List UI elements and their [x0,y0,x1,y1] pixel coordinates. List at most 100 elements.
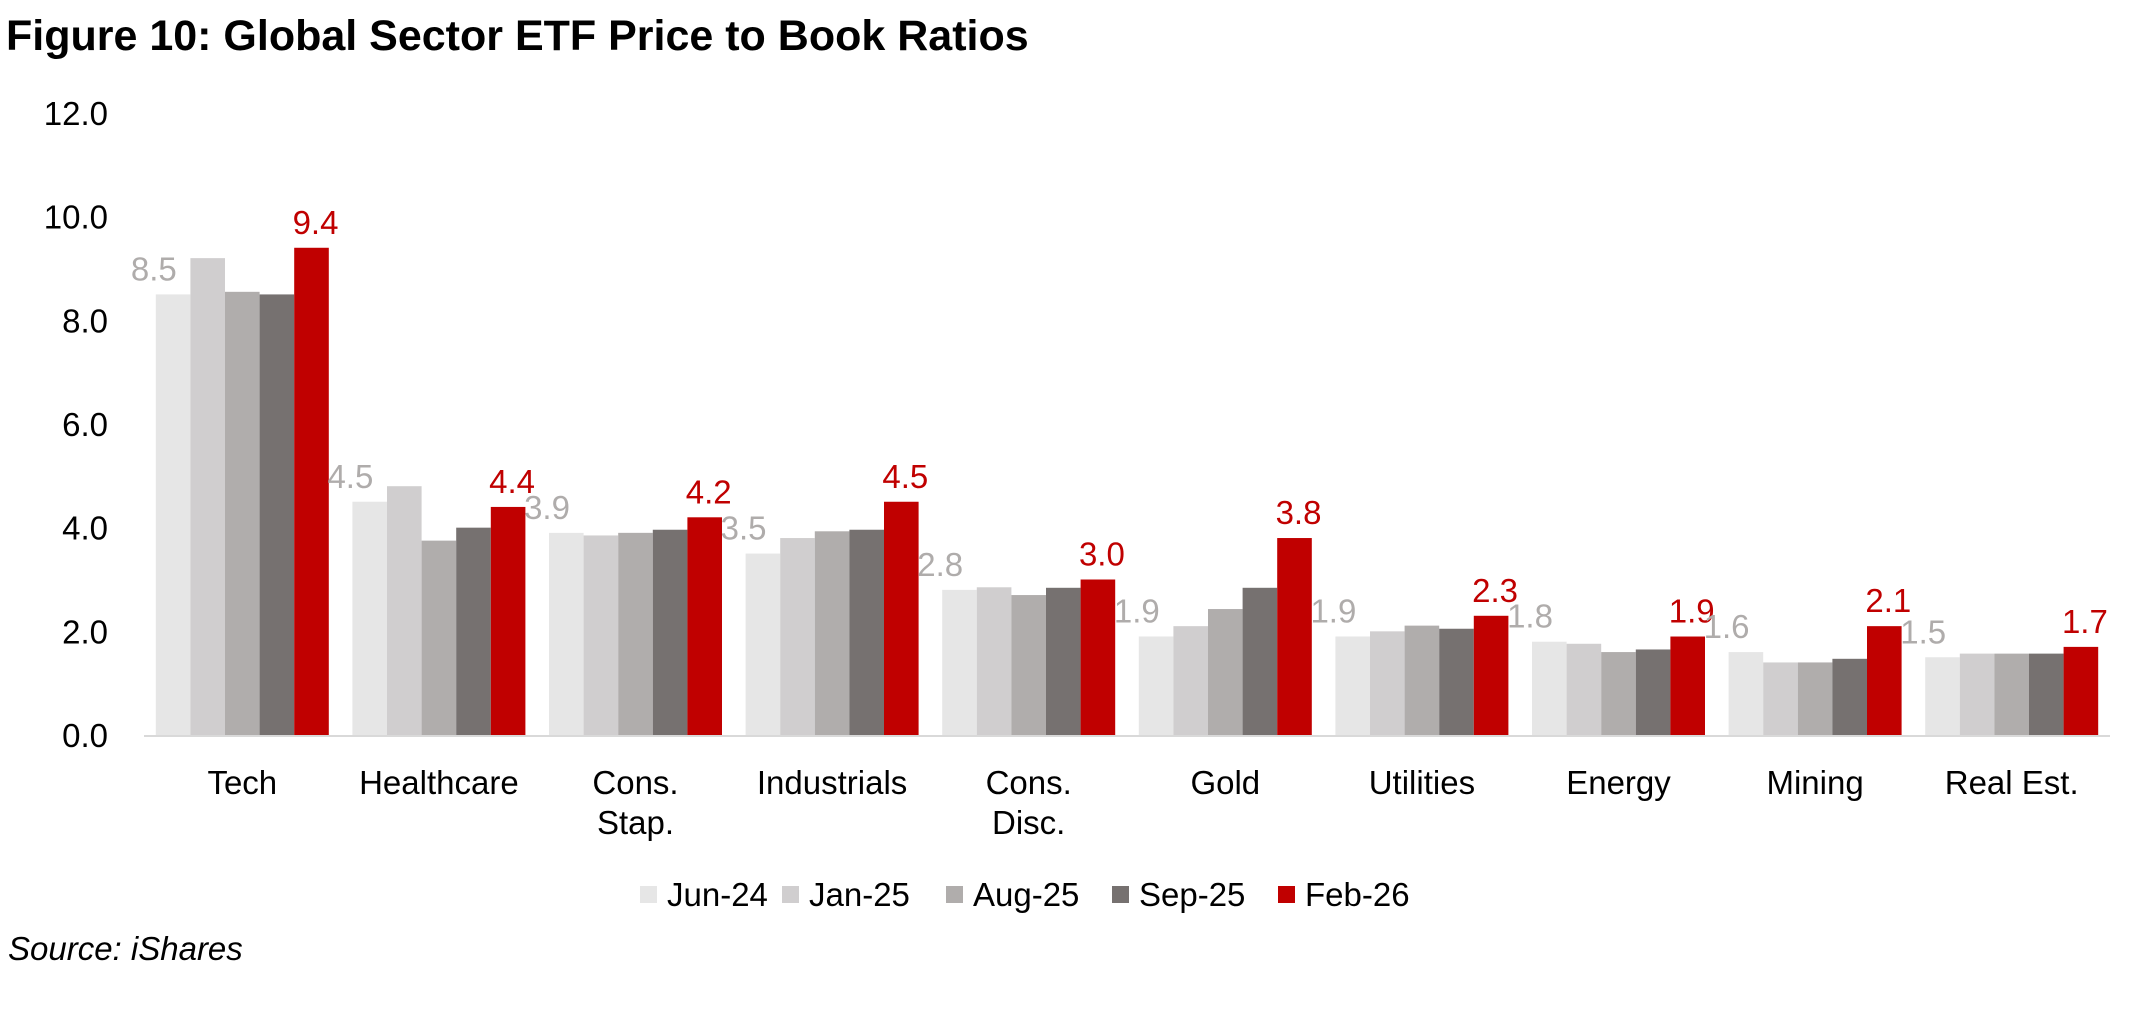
category-label: Cons. [986,764,1072,801]
data-label: 4.2 [686,473,732,510]
data-label: 8.5 [131,250,177,287]
bar-jun-24 [745,553,781,735]
legend-swatch-aug-25 [946,886,963,903]
category-label: Healthcare [359,764,519,801]
category-label: Utilities [1369,764,1475,801]
bar-aug-25 [1994,653,2029,735]
data-label: 1.5 [1900,613,1946,650]
bar-aug-25 [225,291,260,735]
y-tick-label: 12.0 [44,95,108,132]
bar-feb-26 [687,517,722,735]
data-label: 2.8 [917,546,963,583]
bar-feb-26 [294,247,329,735]
legend-label: Jan-25 [809,876,910,913]
y-tick-label: 6.0 [62,406,108,443]
bar-sep-25 [1635,649,1671,735]
category-label: Industrials [757,764,907,801]
bar-jun-24 [1335,636,1370,735]
data-label: 2.1 [1865,582,1911,619]
legend-swatch-jan-25 [782,886,799,903]
data-label: 3.5 [721,510,767,547]
bar-jan-25 [1370,631,1405,735]
bar-jun-24 [1532,641,1567,735]
bar-aug-25 [1601,652,1636,735]
bar-aug-25 [1011,595,1046,735]
category-label: Energy [1566,764,1671,801]
data-label: 1.7 [2062,603,2108,640]
bar-jun-24 [1728,652,1764,735]
bar-jun-24 [549,532,584,735]
data-label: 1.9 [1310,593,1356,630]
data-label: 1.9 [1669,593,1715,630]
bar-aug-25 [814,531,850,735]
legend-label: Jun-24 [667,876,768,913]
y-tick-label: 10.0 [44,199,108,236]
bar-jan-25 [1173,626,1208,735]
bar-sep-25 [1439,628,1474,735]
bar-feb-26 [490,506,526,735]
bar-jan-25 [387,486,422,735]
y-tick-label: 0.0 [62,717,108,754]
data-label: 4.4 [489,463,535,500]
category-label: Tech [207,764,277,801]
legend-label: Feb-26 [1305,876,1410,913]
bar-aug-25 [1208,609,1243,735]
data-label: 1.8 [1507,598,1553,635]
bar-sep-25 [259,294,295,735]
category-label: Disc. [992,804,1065,841]
legend-swatch-jun-24 [640,886,657,903]
bar-jun-24 [1138,636,1174,735]
bar-jan-25 [976,587,1012,735]
data-label: 1.9 [1114,593,1160,630]
bar-sep-25 [1832,658,1867,735]
data-label: 4.5 [327,458,373,495]
bar-aug-25 [421,540,457,735]
category-label: Mining [1766,764,1863,801]
bar-feb-26 [1670,636,1705,735]
data-label: 3.8 [1276,494,1322,531]
bar-jan-25 [583,535,619,735]
bar-feb-26 [1867,626,1902,735]
bar-jun-24 [155,294,191,735]
bar-jan-25 [1763,662,1798,735]
bar-sep-25 [2029,653,2064,735]
bar-feb-26 [884,501,919,735]
bar-feb-26 [2063,646,2099,735]
bar-aug-25 [1797,662,1833,735]
bar-jun-24 [1925,657,1960,735]
data-label: 1.6 [1704,608,1750,645]
bar-jan-25 [190,258,225,735]
category-label: Stap. [597,804,674,841]
bar-feb-26 [1277,538,1312,735]
data-label: 3.0 [1079,536,1125,573]
data-label: 4.5 [882,458,928,495]
bar-sep-25 [849,529,884,735]
figure-title: Figure 10: Global Sector ETF Price to Bo… [6,12,1029,60]
bar-sep-25 [1046,587,1081,735]
bar-jan-25 [1959,653,1995,735]
bar-jan-25 [1566,643,1602,735]
bar-feb-26 [1473,615,1509,735]
source-note: Source: iShares [8,930,243,967]
bar-feb-26 [1080,579,1116,735]
category-label: Real Est. [1945,764,2079,801]
legend-swatch-sep-25 [1112,886,1129,903]
y-tick-label: 2.0 [62,613,108,650]
category-label: Cons. [592,764,678,801]
legend-label: Sep-25 [1139,876,1245,913]
data-label: 2.3 [1472,572,1518,609]
bar-jan-25 [780,538,815,735]
bar-sep-25 [1242,587,1278,735]
bar-aug-25 [618,532,653,735]
bar-aug-25 [1404,625,1440,735]
y-tick-label: 8.0 [62,302,108,339]
bar-sep-25 [652,529,688,735]
legend-swatch-feb-26 [1278,886,1295,903]
bar-jun-24 [352,501,387,735]
legend-label: Aug-25 [973,876,1079,913]
bar-jun-24 [942,589,977,735]
category-label: Gold [1190,764,1260,801]
y-tick-label: 4.0 [62,510,108,547]
data-label: 3.9 [524,489,570,526]
